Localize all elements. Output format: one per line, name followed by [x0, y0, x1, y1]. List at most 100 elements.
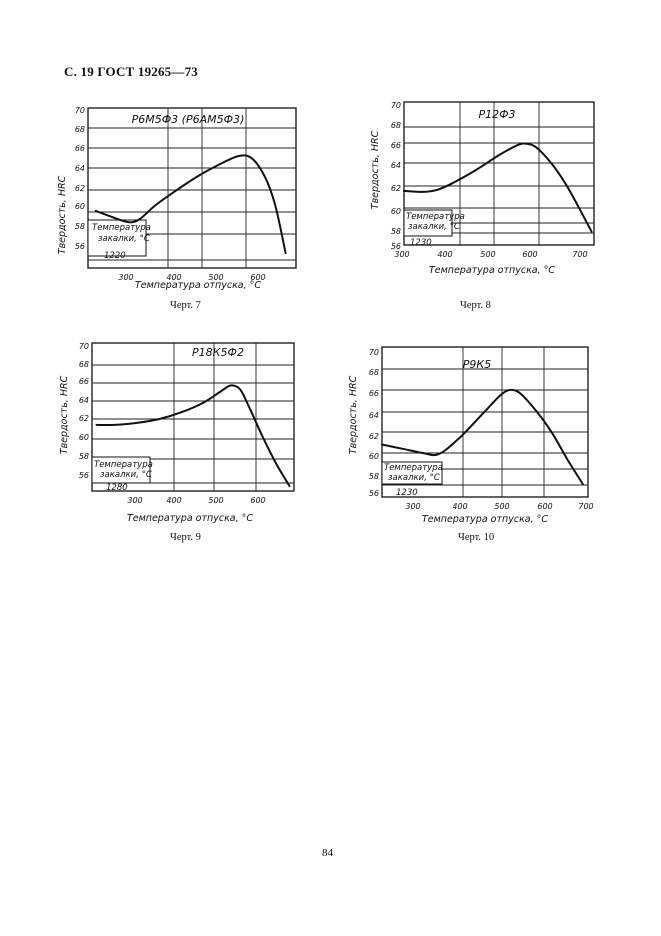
y-axis-label: Твердость, HRC [348, 375, 359, 454]
y-tick-label: 66 [391, 141, 401, 150]
y-tick-label: 56 [79, 471, 89, 480]
x-tick-label: 400 [437, 250, 452, 259]
y-tick-label: 56 [391, 242, 401, 251]
chart-7: Твердость, HRC 70 68 66 64 62 60 58 56 300 400 500… [57, 106, 297, 291]
x-tick-label: 700 [578, 502, 593, 511]
plot-frame [381, 346, 589, 498]
legend-label-line2: закалки, °С [408, 222, 460, 232]
y-tick-label: 66 [75, 144, 85, 153]
x-tick-label: 500 [494, 502, 509, 511]
x-tick-label: 600 [522, 250, 537, 259]
chart-9: Твердость, HRC 70 68 66 64 62 60 58 56 300 400 500… [59, 342, 295, 524]
legend-frame [87, 219, 147, 257]
legend-label-line1: Температура [406, 212, 465, 222]
x-tick-label: 300 [118, 273, 133, 282]
caption-chart-7: Черт. 7 [170, 300, 201, 311]
y-tick-label: 58 [391, 227, 401, 236]
y-tick-label: 66 [369, 389, 379, 398]
y-tick-label: 58 [79, 452, 89, 461]
x-tick-label: 400 [452, 502, 467, 511]
y-tick-label: 64 [75, 164, 85, 173]
grid [87, 107, 297, 269]
y-tick-label: 70 [75, 106, 85, 115]
hardness-curve [95, 384, 291, 488]
y-tick-label: 60 [391, 207, 401, 216]
y-axis-label: Твердость, HRC [59, 375, 70, 454]
y-axis-label: Твердость, HRC [57, 175, 68, 254]
y-tick-label: 62 [369, 432, 379, 441]
chart-title: Р18К5Ф2 [192, 346, 244, 359]
chart-title: Р9К5 [463, 358, 491, 371]
x-tick-label: 600 [537, 502, 552, 511]
x-tick-label: 500 [480, 250, 495, 259]
y-tick-label: 64 [369, 411, 379, 420]
y-tick-label: 68 [369, 368, 379, 377]
caption-chart-8: Черт. 8 [460, 300, 491, 311]
chart-10: Твердость, HRC 70 68 66 64 62 60 58 56 300 400 500… [348, 346, 594, 525]
legend-label-line2: закалки, °С [98, 234, 150, 244]
y-tick-label: 70 [369, 348, 379, 357]
y-tick-label: 68 [391, 121, 401, 130]
legend-frame [403, 209, 453, 237]
legend-value: 1230 [410, 238, 432, 248]
y-tick-label: 60 [79, 433, 89, 442]
y-tick-label: 60 [369, 452, 379, 461]
grid [403, 101, 595, 246]
y-tick-label: 64 [79, 396, 89, 405]
x-tick-label: 500 [208, 273, 223, 282]
y-tick-label: 68 [79, 360, 89, 369]
y-tick-label: 56 [369, 489, 379, 498]
y-tick-label: 58 [369, 472, 379, 481]
plot-frame [403, 101, 595, 246]
page-number: 84 [322, 847, 333, 859]
y-tick-label: 56 [75, 242, 85, 251]
x-tick-label: 600 [250, 273, 265, 282]
y-axis-label: Твердость, HRC [370, 130, 381, 209]
legend-value: 1280 [106, 483, 128, 493]
x-tick-label: 700 [572, 250, 587, 259]
x-tick-label: 300 [127, 496, 142, 505]
legend-frame [381, 461, 443, 485]
x-axis-label: Температура отпуска, °С [127, 513, 254, 524]
legend-label-line1: Температура [94, 460, 153, 470]
chart-title: Р6М5Ф3 (Р6АМ5Ф3) [132, 113, 245, 126]
y-tick-label: 64 [391, 161, 401, 170]
legend-label-line2: закалки, °С [100, 470, 152, 480]
x-tick-label: 300 [394, 250, 409, 259]
y-tick-label: 62 [79, 414, 89, 423]
x-tick-label: 600 [250, 496, 265, 505]
x-tick-label: 400 [166, 273, 181, 282]
x-tick-label: 500 [208, 496, 223, 505]
legend-value: 1230 [396, 488, 418, 498]
y-tick-label: 70 [391, 101, 401, 110]
x-axis-label: Температура отпуска, °С [135, 280, 262, 291]
caption-chart-10: Черт. 10 [458, 532, 495, 543]
x-axis-label: Температура отпуска, °С [429, 265, 556, 276]
legend-label-line1: Температура [384, 463, 443, 473]
page-header: С. 19 ГОСТ 19265—73 [64, 64, 198, 79]
legend-label-line1: Температура [92, 223, 151, 233]
hardness-curve [94, 154, 287, 255]
x-axis-label: Температура отпуска, °С [422, 514, 549, 525]
y-tick-label: 60 [75, 202, 85, 211]
y-tick-label: 68 [75, 125, 85, 134]
y-tick-label: 70 [79, 342, 89, 351]
x-tick-label: 400 [166, 496, 181, 505]
legend-label-line2: закалки, °С [388, 473, 440, 483]
plot-frame [87, 107, 297, 269]
y-tick-label: 58 [75, 222, 85, 231]
caption-chart-9: Черт. 9 [170, 532, 201, 543]
hardness-curve [403, 142, 593, 233]
y-tick-label: 66 [79, 377, 89, 386]
plot-frame [91, 342, 295, 492]
hardness-curve [381, 388, 584, 486]
legend-value: 1220 [104, 251, 126, 261]
chart-title: Р12Ф3 [478, 108, 515, 121]
legend-frame [91, 456, 151, 484]
y-tick-label: 62 [75, 184, 85, 193]
